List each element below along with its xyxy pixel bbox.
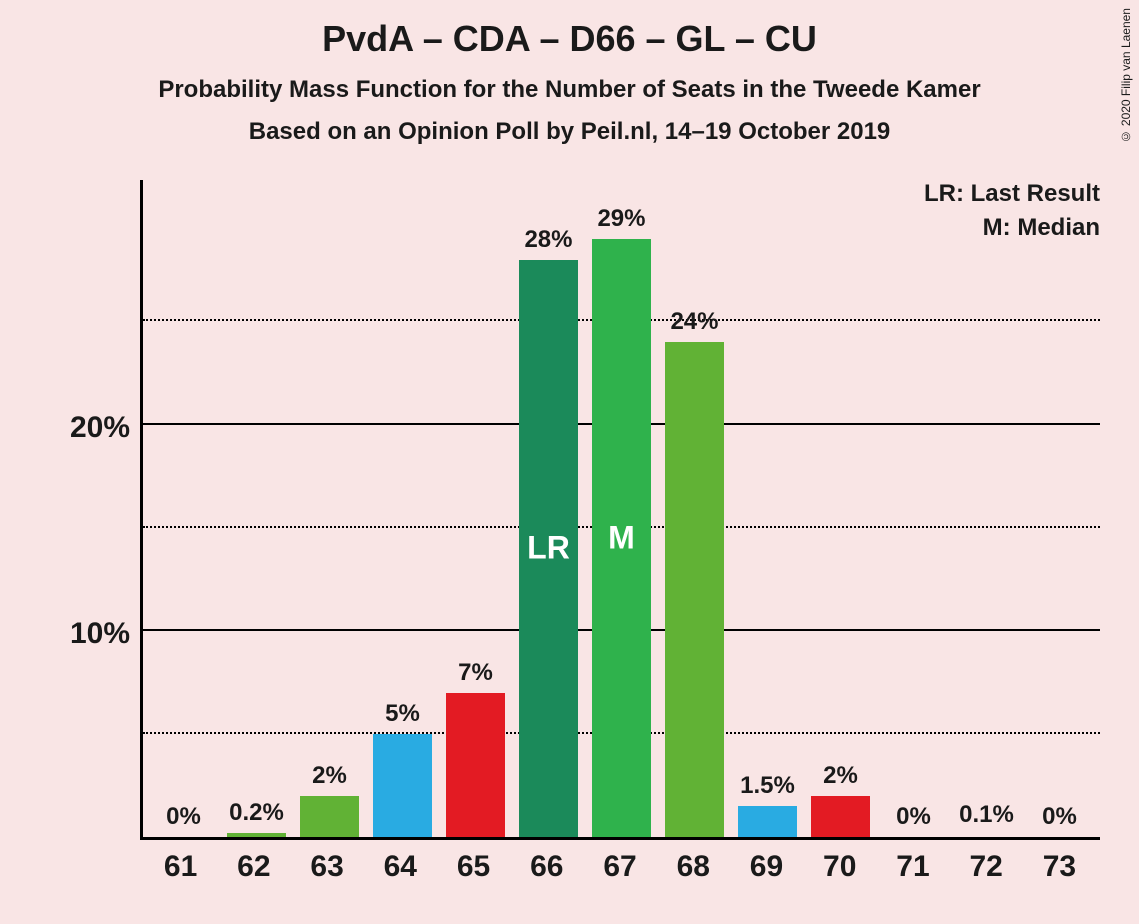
bar: 24% — [665, 342, 725, 837]
x-axis-label: 67 — [583, 850, 656, 884]
x-axis-label: 70 — [803, 850, 876, 884]
bar-slot: 29% M — [585, 180, 658, 837]
bar-slot: 24% — [658, 180, 731, 837]
bar: 5% — [373, 734, 433, 837]
x-axis-label: 66 — [510, 850, 583, 884]
bar-value-label: 2% — [823, 762, 858, 790]
bar-slot: 1.5% — [731, 180, 804, 837]
bar: 0.1% — [957, 835, 1017, 837]
bar: 2% — [811, 796, 871, 837]
bar: 29%M — [592, 239, 652, 837]
bars-container: 0%0.2%2%5%7%28%LR29%M24%1.5%2%0%0.1%0% — [143, 180, 1100, 837]
x-axis-label: 63 — [290, 850, 363, 884]
bar-value-label: 24% — [670, 308, 718, 336]
bar-slot: 28% LR — [512, 180, 585, 837]
bar-value-label: 7% — [458, 659, 493, 687]
x-axis-label: 71 — [876, 850, 949, 884]
x-axis-label: 72 — [950, 850, 1023, 884]
bar-slot: 0% — [1023, 180, 1096, 837]
bar-slot: 0.1% — [950, 180, 1023, 837]
y-axis-label: 20% — [40, 411, 130, 445]
copyright-text: © 2020 Filip van Laenen — [1119, 8, 1133, 143]
bar-value-label: 0% — [1042, 803, 1077, 831]
bar-value-label: 28% — [524, 226, 572, 254]
plot-region: 0%0.2%2%5%7%28%LR29%M24%1.5%2%0%0.1%0% — [140, 180, 1100, 840]
bar: 28%LR — [519, 260, 579, 838]
x-axis-labels: 61626364656667686970717273 — [140, 850, 1100, 884]
bar-value-label: 0.2% — [229, 799, 284, 827]
bar: 2% — [300, 796, 360, 837]
bar-slot: 0% — [877, 180, 950, 837]
x-axis-label: 65 — [437, 850, 510, 884]
bar: 7% — [446, 693, 506, 837]
bar-inside-label: LR — [527, 530, 570, 567]
bar-slot: 0% — [147, 180, 220, 837]
bar-slot: 2% — [804, 180, 877, 837]
chart-subtitle-2: Based on an Opinion Poll by Peil.nl, 14–… — [0, 118, 1139, 146]
x-axis-label: 69 — [730, 850, 803, 884]
chart-area: LR: Last Result M: Median 0%0.2%2%5%7%28… — [40, 180, 1110, 900]
x-axis-label: 64 — [364, 850, 437, 884]
y-axis-label: 10% — [40, 617, 130, 651]
chart-title: PvdA – CDA – D66 – GL – CU — [0, 0, 1139, 60]
bar-slot: 5% — [366, 180, 439, 837]
chart-subtitle: Probability Mass Function for the Number… — [0, 76, 1139, 104]
x-axis-label: 61 — [144, 850, 217, 884]
bar: 1.5% — [738, 806, 798, 837]
bar-slot: 0.2% — [220, 180, 293, 837]
bar: 0.2% — [227, 833, 287, 837]
x-axis-label: 62 — [217, 850, 290, 884]
bar-value-label: 0.1% — [959, 801, 1014, 829]
bar-slot: 7% — [439, 180, 512, 837]
x-axis-label: 68 — [657, 850, 730, 884]
bar-value-label: 0% — [896, 803, 931, 831]
bar-slot: 2% — [293, 180, 366, 837]
bar-value-label: 29% — [597, 205, 645, 233]
bar-value-label: 2% — [312, 762, 347, 790]
bar-value-label: 0% — [166, 803, 201, 831]
bar-value-label: 5% — [385, 700, 420, 728]
bar-inside-label: M — [608, 519, 635, 556]
bar-value-label: 1.5% — [740, 772, 795, 800]
x-axis-label: 73 — [1023, 850, 1096, 884]
